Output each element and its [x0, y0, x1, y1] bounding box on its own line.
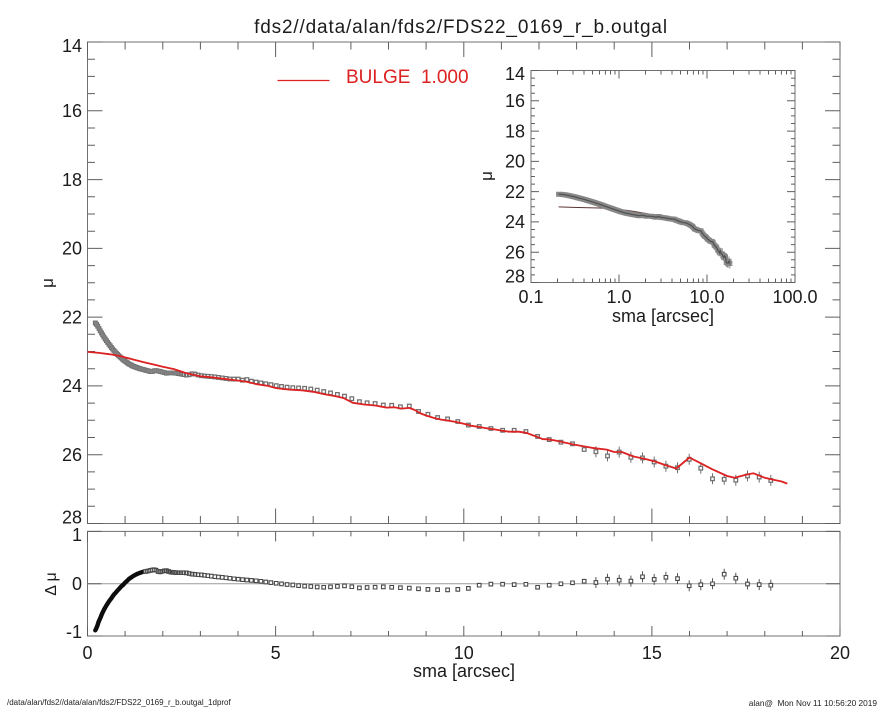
svg-text:Δ μ: Δ μ	[43, 572, 60, 595]
svg-text:μ: μ	[38, 278, 57, 288]
svg-text:0: 0	[82, 643, 92, 663]
svg-text:22: 22	[62, 307, 82, 327]
svg-text:20: 20	[830, 643, 850, 663]
svg-text:16: 16	[505, 91, 525, 111]
svg-text:sma [arcsec]: sma [arcsec]	[413, 661, 515, 681]
svg-text:5: 5	[271, 643, 281, 663]
svg-text:20: 20	[505, 152, 525, 172]
svg-text:-1: -1	[66, 622, 82, 642]
svg-text:μ: μ	[477, 171, 496, 181]
svg-text:20: 20	[62, 239, 82, 259]
svg-text:fds2//data/alan/fds2/FDS22_016: fds2//data/alan/fds2/FDS22_0169_r_b.outg…	[254, 17, 668, 38]
svg-text:100.0: 100.0	[772, 287, 817, 307]
svg-text:BULGE 1.000: BULGE 1.000	[346, 67, 469, 88]
svg-text:24: 24	[505, 212, 525, 232]
svg-text:10: 10	[454, 643, 474, 663]
svg-text:22: 22	[505, 182, 525, 202]
svg-text:18: 18	[505, 121, 525, 141]
svg-text:14: 14	[62, 36, 82, 56]
svg-text:1.0: 1.0	[606, 287, 631, 307]
svg-text:26: 26	[62, 445, 82, 465]
svg-text:26: 26	[505, 242, 525, 262]
svg-text:alan@ Mon Nov 11 10:56:20 201: alan@ Mon Nov 11 10:56:20 2019	[749, 698, 878, 708]
svg-text:24: 24	[62, 376, 82, 396]
svg-text:0.1: 0.1	[518, 287, 543, 307]
svg-text:0: 0	[72, 574, 82, 594]
svg-text:1: 1	[72, 525, 82, 545]
svg-text:10.0: 10.0	[689, 287, 724, 307]
svg-text:15: 15	[642, 643, 662, 663]
svg-text:18: 18	[62, 170, 82, 190]
svg-text:28: 28	[505, 267, 525, 287]
svg-text:14: 14	[505, 64, 525, 84]
svg-text:/data/alan/fds2//data/alan/fds: /data/alan/fds2//data/alan/fds2/FDS22_01…	[7, 698, 232, 707]
svg-text:16: 16	[62, 101, 82, 121]
svg-text:sma [arcsec]: sma [arcsec]	[612, 306, 714, 326]
svg-text:28: 28	[62, 508, 82, 528]
